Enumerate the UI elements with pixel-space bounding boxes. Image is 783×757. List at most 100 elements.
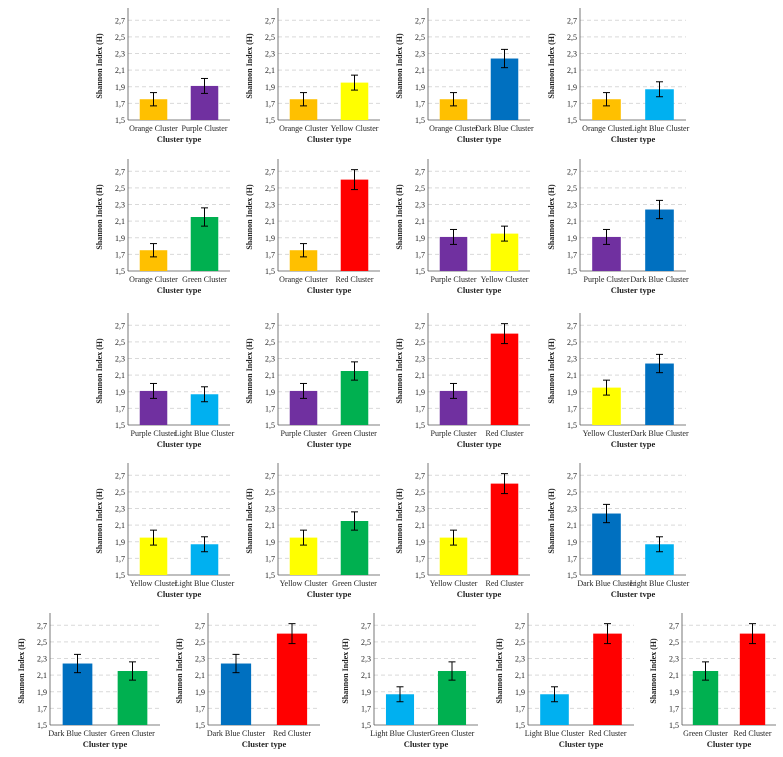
x-tick-label: Light Blue Cluster xyxy=(525,729,585,738)
y-tick-label: 1,5 xyxy=(265,421,275,430)
x-tick-label: Purple Cluster xyxy=(131,429,177,438)
y-tick-label: 1,5 xyxy=(115,116,125,125)
chart-panel: 1,5 1,7 1,9 2,1 2,3 2,5 2,7 Shannon Index (H) Pu… xyxy=(238,307,386,455)
x-tick-label: Red Cluster xyxy=(486,429,524,438)
y-tick-label: 2,5 xyxy=(115,488,125,497)
y-axis-label: Shannon Index (H) xyxy=(341,638,350,704)
y-tick-label: 2,5 xyxy=(265,184,275,193)
y-axis-label: Shannon Index (H) xyxy=(547,488,556,554)
x-tick-label: Purple Cluster xyxy=(584,275,630,284)
y-tick-label: 1,5 xyxy=(567,571,577,580)
y-tick-label: 2,5 xyxy=(415,184,425,193)
y-tick-label: 2,3 xyxy=(115,50,125,59)
bar xyxy=(139,250,168,271)
bar-chart: 1,5 1,7 1,9 2,1 2,3 2,5 2,7 Shannon Index (H) Pu… xyxy=(245,313,380,449)
bar-chart: 1,5 1,7 1,9 2,1 2,3 2,5 2,7 Shannon Index (H) Da… xyxy=(547,463,690,599)
x-tick-label: Purple Cluster xyxy=(182,124,228,133)
y-axis-label: Shannon Index (H) xyxy=(95,488,104,554)
x-tick-label: Light Blue Cluster xyxy=(630,579,690,588)
x-axis-label: Cluster type xyxy=(242,739,287,749)
chart-panel: 1,5 1,7 1,9 2,1 2,3 2,5 2,7 Shannon Index (H) Ye… xyxy=(88,457,236,605)
x-tick-label: Purple Cluster xyxy=(431,429,477,438)
y-tick-label: 1,9 xyxy=(265,234,275,243)
x-axis-label: Cluster type xyxy=(457,589,502,599)
y-axis-label: Shannon Index (H) xyxy=(245,488,254,554)
y-tick-label: 1,5 xyxy=(415,571,425,580)
y-tick-label: 1,7 xyxy=(669,704,679,713)
y-tick-label: 1,9 xyxy=(567,388,577,397)
y-tick-label: 2,5 xyxy=(415,488,425,497)
y-tick-label: 1,7 xyxy=(195,704,205,713)
chart-panel: 1,5 1,7 1,9 2,1 2,3 2,5 2,7 Shannon Index (H) Ye… xyxy=(388,457,536,605)
x-tick-label: Red Cluster xyxy=(273,729,311,738)
y-tick-label: 2,1 xyxy=(415,521,425,530)
bar xyxy=(593,633,622,725)
bar-chart: 1,5 1,7 1,9 2,1 2,3 2,5 2,7 Shannon Index (H) Pu… xyxy=(395,159,530,295)
y-tick-label: 1,9 xyxy=(361,688,371,697)
chart-panel: 1,5 1,7 1,9 2,1 2,3 2,5 2,7 Shannon Index (H) Ye… xyxy=(540,307,692,455)
y-axis-label: Shannon Index (H) xyxy=(547,338,556,404)
y-tick-label: 2,7 xyxy=(415,16,425,25)
y-tick-label: 2,7 xyxy=(669,621,679,630)
y-axis-label: Shannon Index (H) xyxy=(495,638,504,704)
y-tick-label: 2,7 xyxy=(567,167,577,176)
x-tick-label: Dark Blue Cluster xyxy=(630,275,689,284)
x-tick-label: Green Cluster xyxy=(110,729,155,738)
bar-chart: 1,5 1,7 1,9 2,1 2,3 2,5 2,7 Shannon Index (H) Or… xyxy=(95,8,230,144)
x-tick-label: Light Blue Cluster xyxy=(370,729,430,738)
bar-chart: 1,5 1,7 1,9 2,1 2,3 2,5 2,7 Shannon Index (H) Pu… xyxy=(95,313,235,449)
x-axis-label: Cluster tvpe xyxy=(611,589,656,599)
y-tick-label: 1,9 xyxy=(265,388,275,397)
y-tick-label: 1,9 xyxy=(415,538,425,547)
y-tick-label: 1,9 xyxy=(415,83,425,92)
x-axis-label: Cluster type xyxy=(707,739,752,749)
y-tick-label: 1,7 xyxy=(415,554,425,563)
y-axis-label: Shannon Index (H) xyxy=(95,33,104,99)
y-tick-label: 1,9 xyxy=(567,83,577,92)
y-tick-label: 2,7 xyxy=(515,621,525,630)
y-tick-label: 1,9 xyxy=(415,388,425,397)
y-tick-label: 1,9 xyxy=(115,388,125,397)
x-tick-label: Dark Blue Cluster xyxy=(207,729,266,738)
y-tick-label: 1,5 xyxy=(361,721,371,730)
y-tick-label: 2,1 xyxy=(115,66,125,75)
x-tick-label: Red Cluster xyxy=(336,275,374,284)
bar xyxy=(439,99,468,120)
y-tick-label: 2,7 xyxy=(415,167,425,176)
chart-panel: 1,5 1,7 1,9 2,1 2,3 2,5 2,7 Shannon Index (H) Pu… xyxy=(540,153,692,301)
y-tick-label: 2,1 xyxy=(567,217,577,226)
y-axis-label: Shannon Index (H) xyxy=(95,338,104,404)
y-tick-label: 2,7 xyxy=(415,471,425,480)
y-tick-label: 1,7 xyxy=(115,250,125,259)
y-tick-label: 1,9 xyxy=(265,538,275,547)
y-tick-label: 1,9 xyxy=(195,688,205,697)
bar-chart: 1,5 1,7 1,9 2,1 2,3 2,5 2,7 Shannon Index (H) Li… xyxy=(495,613,634,749)
x-tick-label: Purple Cluster xyxy=(281,429,327,438)
x-tick-label: Orange Cluster xyxy=(582,124,631,133)
y-tick-label: 2,1 xyxy=(415,217,425,226)
bar-chart: 1,5 1,7 1,9 2,1 2,3 2,5 2,7 Shannon Index (H) Or… xyxy=(245,159,380,295)
y-tick-label: 2,3 xyxy=(115,505,125,514)
y-tick-label: 2,5 xyxy=(265,488,275,497)
y-tick-label: 1,5 xyxy=(567,267,577,276)
y-tick-label: 2,3 xyxy=(265,201,275,210)
y-tick-label: 2,7 xyxy=(567,16,577,25)
bar-chart: 1,5 1,7 1,9 2,1 2,3 2,5 2,7 Shannon Index (H) Li… xyxy=(341,613,478,749)
chart-panel: 1,5 1,7 1,9 2,1 2,3 2,5 2,7 Shannon Index (H) Pu… xyxy=(388,153,536,301)
y-tick-label: 2,5 xyxy=(567,184,577,193)
chart-panel: 1,5 1,7 1,9 2,1 2,3 2,5 2,7 Shannon Index (H) Or… xyxy=(540,2,692,150)
bar xyxy=(289,250,318,271)
y-tick-label: 2,3 xyxy=(415,505,425,514)
chart-panel: 1,5 1,7 1,9 2,1 2,3 2,5 2,7 Shannon Index (H) Da… xyxy=(10,607,166,755)
y-tick-label: 1,9 xyxy=(567,234,577,243)
bar-chart: 1,5 1,7 1,9 2,1 2,3 2,5 2,7 Shannon Index (H) Gr… xyxy=(649,613,776,749)
y-tick-label: 1,9 xyxy=(265,83,275,92)
x-tick-label: Dark Blue Cluster xyxy=(577,579,636,588)
x-tick-label: Red Cluster xyxy=(486,579,524,588)
y-tick-label: 2,3 xyxy=(567,201,577,210)
bar xyxy=(490,483,519,575)
bar xyxy=(592,513,621,575)
x-tick-label: Dark Blue Cluster xyxy=(475,124,534,133)
y-tick-label: 2,3 xyxy=(115,201,125,210)
bar-chart: 1,5 1,7 1,9 2,1 2,3 2,5 2,7 Shannon Index (H) Ye… xyxy=(95,463,235,599)
